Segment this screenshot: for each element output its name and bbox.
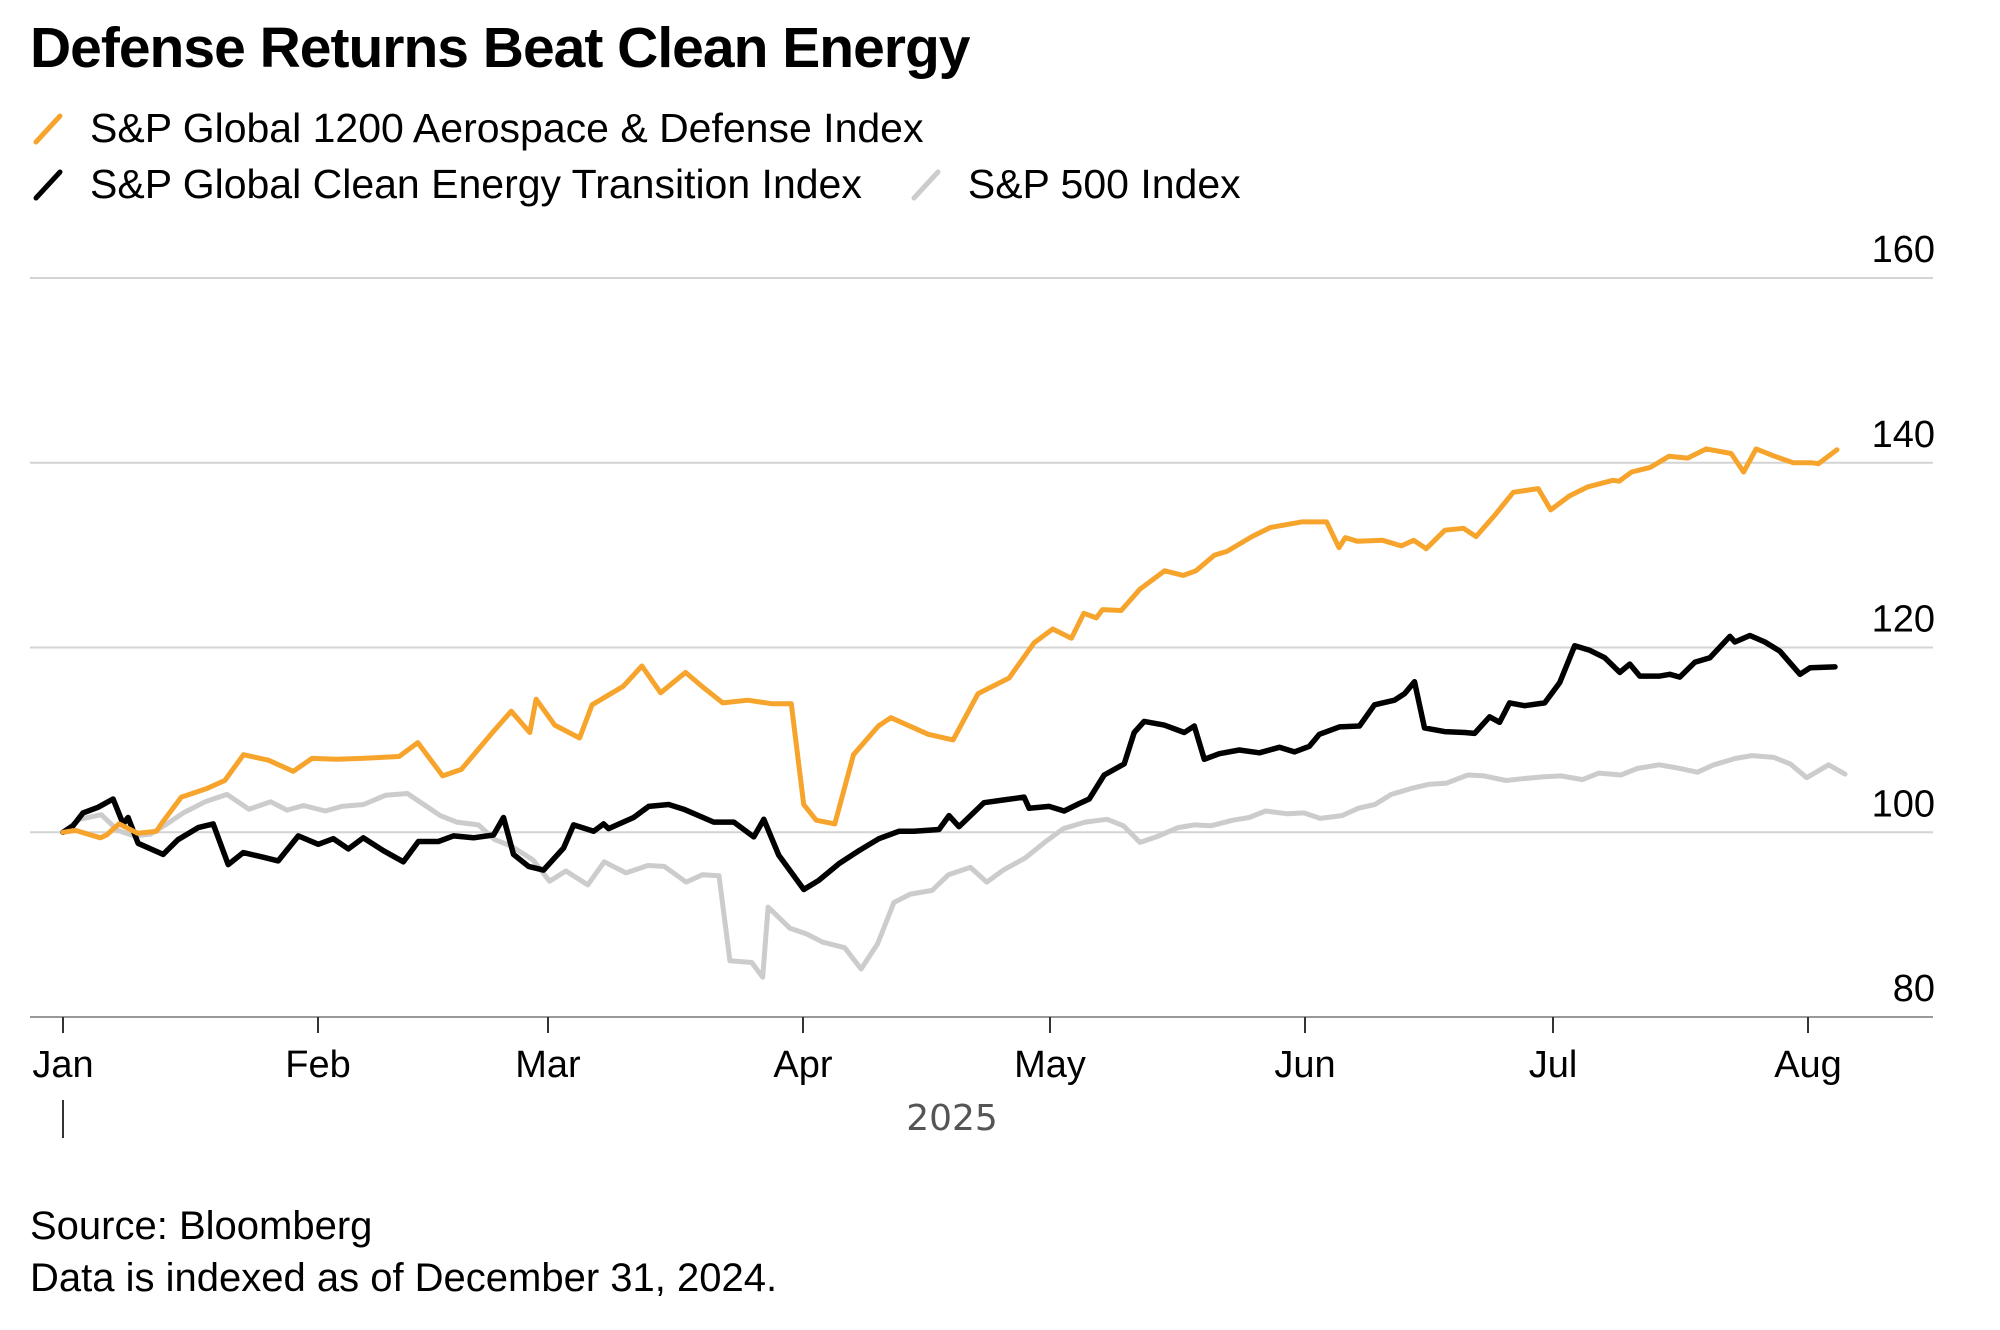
- legend-item-sp500: S&P 500 Index: [908, 161, 1241, 208]
- x-tick-label: Apr: [773, 1044, 832, 1086]
- series-line-defense: [60, 446, 1840, 841]
- series-layer: [60, 446, 1848, 980]
- chart-title: Defense Returns Beat Clean Energy: [30, 16, 970, 80]
- y-tick-label: 120: [1872, 599, 1935, 641]
- x-axis-year-label: 2025: [906, 1098, 998, 1139]
- x-tick-label: May: [1014, 1044, 1086, 1086]
- grid-layer: [30, 277, 1933, 834]
- series-line-clean-energy: [60, 632, 1838, 893]
- axis-layer: 80 100 120 140 160 Jan Feb Mar Apr May Jun Jul Aug 20…: [30, 229, 1935, 1139]
- legend-swatch-clean-energy: [30, 164, 70, 204]
- x-tick-label: Aug: [1774, 1044, 1842, 1086]
- legend-swatch-sp500: [908, 164, 948, 204]
- source-note: Source: Bloomberg: [30, 1204, 373, 1248]
- y-tick-label: 100: [1872, 783, 1935, 825]
- legend-label-clean-energy: S&P Global Clean Energy Transition Index: [90, 160, 862, 207]
- x-tick-label: Mar: [515, 1044, 581, 1086]
- series-line-sp500: [60, 753, 1848, 980]
- indexing-note: Data is indexed as of December 31, 2024.: [30, 1256, 778, 1300]
- y-tick-label: 80: [1893, 968, 1935, 1010]
- y-tick-label: 140: [1872, 414, 1935, 456]
- chart-footer: Source: Bloomberg Data is indexed as of …: [30, 1200, 777, 1304]
- legend-swatch-defense: [30, 108, 70, 148]
- x-tick-label: Feb: [285, 1044, 350, 1086]
- x-tick-label: Jul: [1529, 1044, 1578, 1086]
- y-tick-label: 160: [1872, 229, 1935, 271]
- x-tick-label: Jan: [32, 1044, 93, 1086]
- chart-legend: S&P Global 1200 Aerospace & Defense Inde…: [30, 100, 1287, 212]
- legend-item-clean-energy: S&P Global Clean Energy Transition Index: [30, 161, 862, 208]
- line-chart: 80 100 120 140 160 Jan Feb Mar Apr May Jun Jul Aug 20…: [30, 229, 1935, 1139]
- x-tick-label: Jun: [1274, 1044, 1335, 1086]
- legend-label-defense: S&P Global 1200 Aerospace & Defense Inde…: [90, 104, 924, 151]
- legend-label-sp500: S&P 500 Index: [967, 160, 1241, 207]
- legend-item-defense: S&P Global 1200 Aerospace & Defense Inde…: [30, 105, 923, 152]
